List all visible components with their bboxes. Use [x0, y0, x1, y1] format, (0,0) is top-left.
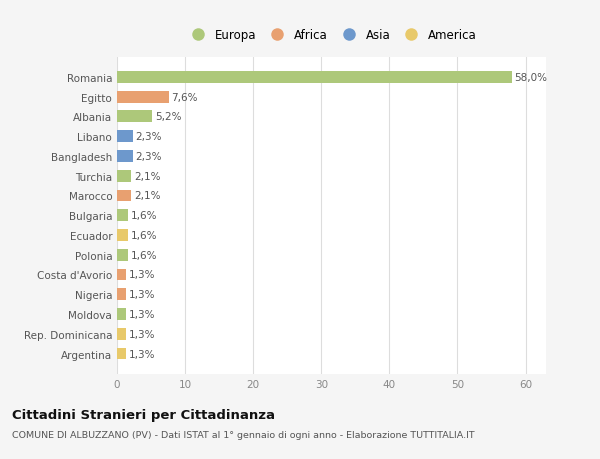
Bar	[117, 72, 512, 84]
Text: 2,1%: 2,1%	[134, 171, 161, 181]
Text: 2,3%: 2,3%	[136, 151, 162, 162]
Text: COMUNE DI ALBUZZANO (PV) - Dati ISTAT al 1° gennaio di ogni anno - Elaborazione : COMUNE DI ALBUZZANO (PV) - Dati ISTAT al…	[12, 430, 475, 439]
Text: 1,3%: 1,3%	[128, 309, 155, 319]
Bar	[117, 230, 128, 241]
Bar	[117, 249, 128, 261]
Text: 1,3%: 1,3%	[128, 290, 155, 300]
Bar	[117, 328, 126, 340]
Text: 1,3%: 1,3%	[128, 349, 155, 359]
Text: 1,6%: 1,6%	[131, 230, 157, 241]
Bar	[117, 151, 133, 162]
Text: 5,2%: 5,2%	[155, 112, 182, 122]
Bar	[117, 210, 128, 222]
Legend: Europa, Africa, Asia, America: Europa, Africa, Asia, America	[183, 25, 480, 45]
Bar	[117, 190, 131, 202]
Bar	[117, 289, 126, 301]
Bar	[117, 131, 133, 143]
Bar	[117, 308, 126, 320]
Text: Cittadini Stranieri per Cittadinanza: Cittadini Stranieri per Cittadinanza	[12, 408, 275, 421]
Text: 2,1%: 2,1%	[134, 191, 161, 201]
Bar	[117, 170, 131, 182]
Bar	[117, 269, 126, 281]
Text: 1,6%: 1,6%	[131, 211, 157, 221]
Text: 1,6%: 1,6%	[131, 250, 157, 260]
Text: 1,3%: 1,3%	[128, 329, 155, 339]
Text: 2,3%: 2,3%	[136, 132, 162, 142]
Text: 1,3%: 1,3%	[128, 270, 155, 280]
Bar	[117, 111, 152, 123]
Bar	[117, 91, 169, 103]
Text: 7,6%: 7,6%	[172, 92, 198, 102]
Bar	[117, 348, 126, 360]
Text: 58,0%: 58,0%	[515, 73, 548, 83]
